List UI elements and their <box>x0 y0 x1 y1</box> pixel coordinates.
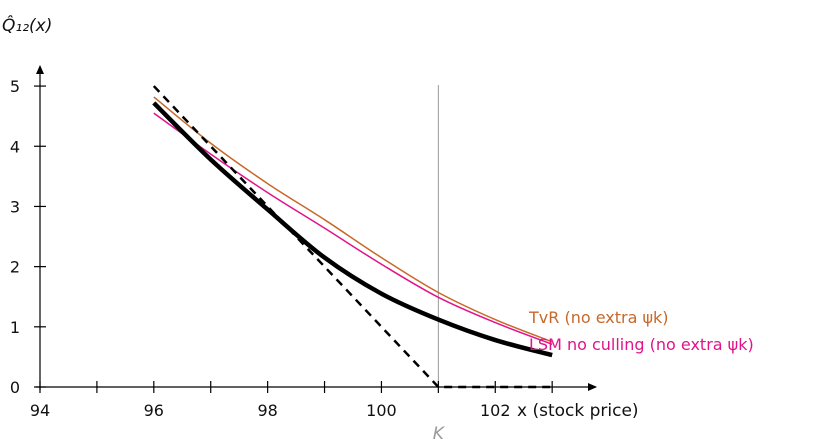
y-tick-label: 2 <box>10 258 20 277</box>
series-lsm-line <box>153 112 553 345</box>
x-tick-label: 102 <box>480 401 511 420</box>
x-axis-title: x (stock price) <box>517 401 639 421</box>
y-tick-label: 5 <box>10 77 20 96</box>
y-ticks: 0 1 2 3 4 5 <box>10 77 46 397</box>
x-tick-label: 94 <box>30 401 50 420</box>
legend-lsm: LSM no culling (no extra ψk) <box>529 335 754 354</box>
x-tick-label: 100 <box>366 401 397 420</box>
y-tick-label: 4 <box>10 137 20 156</box>
series-tvr-line <box>153 96 553 343</box>
strike-label: K <box>433 424 446 443</box>
x-tick-label: 96 <box>144 401 164 420</box>
y-axis-title: Q̂₁₂(x) <box>2 15 52 36</box>
y-tick-label: 3 <box>10 197 20 216</box>
series-group <box>152 85 553 389</box>
legend-tvr: TvR (no extra ψk) <box>528 308 669 327</box>
x-tick-label: 98 <box>257 401 277 420</box>
series-dashed-line <box>152 85 553 389</box>
series-bold-line <box>152 101 553 358</box>
y-tick-label: 1 <box>10 318 20 337</box>
x-ticks: 94 96 98 100 102 <box>30 381 553 420</box>
y-tick-label: 0 <box>10 378 20 397</box>
